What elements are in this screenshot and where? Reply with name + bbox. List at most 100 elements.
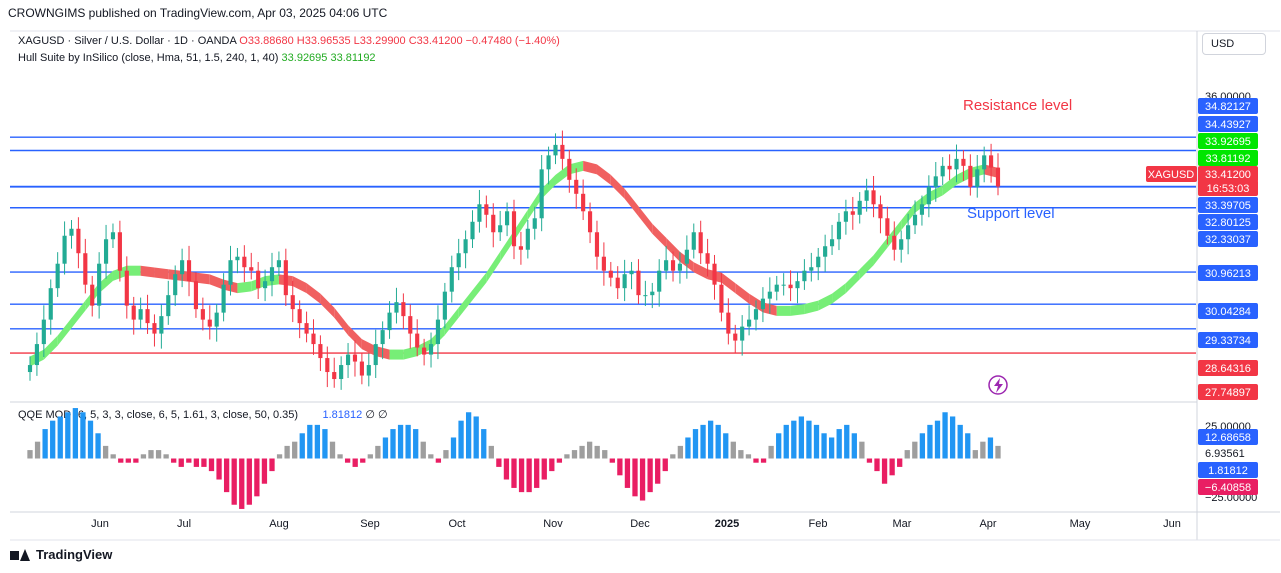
candle-body	[767, 291, 772, 299]
currency-selector[interactable]: USD	[1202, 33, 1266, 55]
qqe-bar	[995, 445, 1001, 459]
hull-segment	[292, 276, 307, 294]
qqe-bar	[564, 454, 570, 459]
price-badge-text: 33.81192	[1205, 153, 1250, 165]
qqe-bar	[382, 437, 389, 459]
candle-body	[926, 186, 931, 205]
qqe-bar	[579, 445, 585, 459]
candle-body	[34, 344, 39, 366]
hull-segment	[666, 237, 680, 262]
hull-segment	[638, 206, 653, 234]
candle-body	[408, 316, 413, 334]
flash-icon	[988, 375, 1008, 395]
qqe-bar	[307, 424, 313, 459]
qqe-bar	[541, 458, 547, 480]
qqe-bar	[662, 458, 668, 472]
qqe-value: 1.81812	[322, 409, 363, 421]
change-value: −0.47480 (−1.40%)	[465, 35, 560, 47]
hull-name[interactable]: Hull Suite by InSilico (close, Hma, 51, …	[18, 52, 279, 64]
price-badge	[1198, 98, 1258, 114]
candle-body	[740, 326, 745, 341]
symbol-name[interactable]: XAGUSD · Silver / U.S. Dollar · 1D · OAN…	[18, 35, 237, 47]
candle-body	[484, 204, 489, 215]
candle-body	[428, 344, 434, 355]
qqe-bar	[526, 458, 532, 493]
qqe-bar	[821, 433, 827, 459]
candle-body	[131, 305, 136, 320]
qqe-bar	[65, 412, 71, 459]
hull-segment	[652, 223, 667, 248]
qqe-bar	[337, 454, 343, 459]
hull-segment	[804, 300, 819, 315]
hull-segment	[154, 267, 169, 280]
candle-body	[166, 295, 171, 317]
qqe-bar	[745, 454, 752, 459]
qqe-bar	[148, 450, 154, 459]
hull-segment	[237, 281, 252, 294]
candle-body	[159, 316, 164, 334]
qqe-bar	[927, 424, 933, 459]
candle-body	[186, 260, 192, 282]
candle-body	[242, 256, 247, 268]
candle-body	[781, 284, 786, 286]
candle-body	[138, 309, 143, 320]
x-tick-label: Oct	[448, 518, 465, 530]
candle-body	[48, 288, 53, 320]
candle-body	[345, 354, 351, 366]
qqe-badge	[1198, 462, 1258, 478]
price-badge	[1198, 384, 1258, 400]
hull-value-2: 33.81192	[330, 52, 376, 64]
qqe-bar	[34, 441, 41, 459]
qqe-bar	[594, 445, 600, 459]
candle-body	[518, 246, 523, 250]
candle-body	[691, 232, 696, 250]
qqe-bar	[186, 458, 192, 463]
price-badge	[1198, 150, 1258, 166]
hull-segment	[361, 339, 376, 357]
qqe-bar	[715, 424, 721, 459]
qqe-bar	[178, 458, 184, 467]
candle-body	[629, 270, 634, 275]
qqe-bar	[851, 433, 857, 459]
qqe-bar	[874, 458, 880, 472]
hull-segment	[71, 300, 86, 329]
candle-body	[836, 221, 842, 240]
x-tick-label: Nov	[543, 518, 563, 530]
qqe-bar	[776, 433, 782, 459]
x-tick-label: 2025	[715, 518, 739, 530]
candle-body	[989, 155, 994, 168]
hull-segment	[541, 174, 556, 199]
price-badge	[1198, 116, 1258, 132]
qqe-bar	[738, 450, 744, 459]
candle-body	[829, 239, 835, 247]
qqe-bar	[783, 424, 789, 459]
qqe-badge-text: −6.40858	[1205, 482, 1251, 494]
candle-body	[477, 204, 482, 222]
qqe-bar	[435, 458, 442, 463]
candle-body	[947, 165, 952, 170]
tradingview-logo[interactable]: TradingView	[10, 547, 112, 562]
candle-body	[124, 270, 129, 306]
qqe-bar	[677, 445, 684, 459]
hull-segment	[583, 160, 597, 175]
qqe-bar	[375, 445, 381, 459]
qqe-bar	[292, 441, 298, 459]
hull-segment	[57, 318, 72, 346]
qqe-bar	[511, 458, 517, 488]
candle-body	[670, 260, 676, 271]
candle-body	[180, 260, 185, 275]
candle-body	[809, 267, 814, 271]
x-tick-label: Jun	[1163, 518, 1181, 530]
candle-body	[83, 253, 88, 285]
price-badge-text: 34.43927	[1205, 119, 1251, 131]
qqe-bar	[428, 454, 434, 459]
high-value: H33.96535	[296, 35, 351, 47]
price-badge-text: 32.80125	[1205, 217, 1251, 229]
qqe-bar	[201, 458, 207, 467]
qqe-name[interactable]: QQE MOD (6, 5, 3, 3, close, 6, 5, 1.61, …	[18, 409, 299, 421]
candle-body	[145, 309, 150, 324]
candle-body	[892, 235, 897, 250]
qqe-badge-text: 1.81812	[1208, 465, 1248, 477]
hull-segment	[527, 188, 542, 220]
